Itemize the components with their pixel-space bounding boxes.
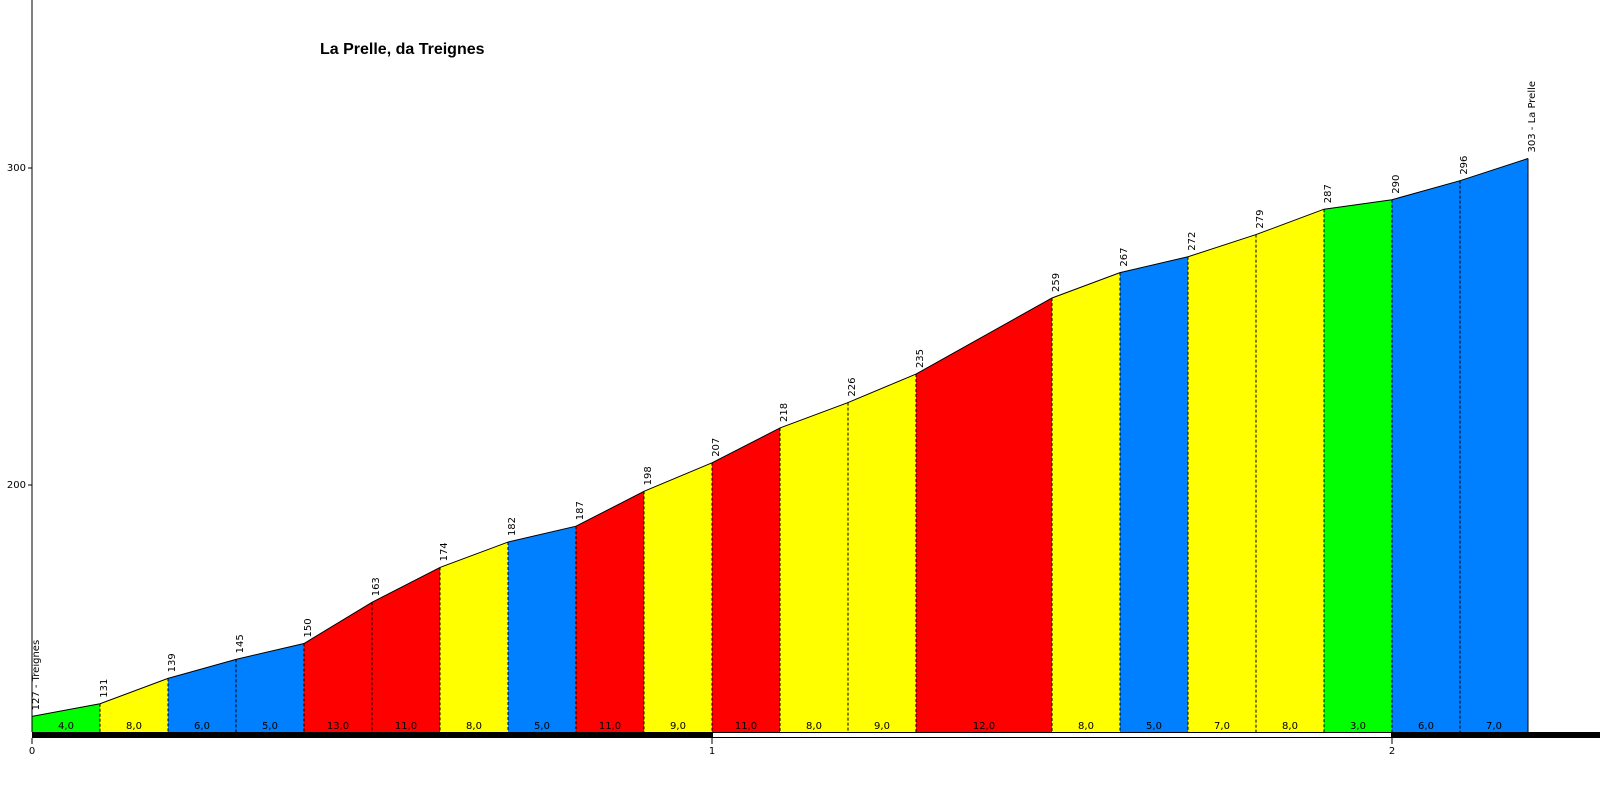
elevation-label: 303 - La Prelle	[1527, 81, 1538, 153]
gradient-segment	[1188, 234, 1256, 732]
gradient-segment	[32, 703, 100, 732]
gradient-label: 5,0	[262, 721, 278, 732]
chart-title: La Prelle, da Treignes	[320, 41, 485, 58]
x-tick-label: 2	[1389, 746, 1395, 757]
elevation-label: 182	[507, 517, 518, 536]
x-axis-bar-white	[713, 733, 1391, 737]
y-tick-label: 200	[7, 480, 26, 491]
elevation-label: 272	[1187, 232, 1198, 251]
gradient-segment	[1120, 256, 1188, 732]
gradient-segment	[916, 297, 1052, 732]
gradient-segment	[100, 678, 168, 732]
elevation-label: 139	[167, 653, 178, 672]
elevation-label: 174	[439, 542, 450, 561]
elevation-label: 187	[575, 501, 586, 520]
gradient-segment	[304, 602, 372, 732]
elevation-label: 259	[1051, 273, 1062, 292]
gradient-label: 11,0	[395, 721, 417, 732]
gradient-label: 9,0	[670, 721, 686, 732]
gradient-label: 8,0	[1282, 721, 1298, 732]
elevation-label: 296	[1459, 156, 1470, 175]
gradient-segment	[440, 542, 508, 732]
gradient-segment	[712, 427, 780, 732]
elevation-label: 218	[779, 403, 790, 422]
gradient-segment	[1052, 272, 1120, 732]
elevation-label: 127 - Treignes	[31, 640, 42, 711]
gradient-label: 12,0	[973, 721, 995, 732]
elevation-label: 287	[1323, 184, 1334, 203]
y-tick-label: 300	[7, 163, 26, 174]
x-tick-label: 0	[29, 746, 35, 757]
gradient-segment	[780, 402, 848, 732]
gradient-label: 3,0	[1350, 721, 1366, 732]
gradient-label: 5,0	[534, 721, 550, 732]
gradient-label: 8,0	[1078, 721, 1094, 732]
gradient-label: 13,0	[327, 721, 349, 732]
elevation-label: 290	[1391, 175, 1402, 194]
gradient-segment	[168, 659, 236, 732]
elevation-label: 145	[235, 634, 246, 653]
gradient-label: 8,0	[806, 721, 822, 732]
gradient-label: 6,0	[194, 721, 210, 732]
gradient-segment	[1324, 199, 1392, 732]
elevation-label: 150	[303, 618, 314, 637]
gradient-segment	[1460, 158, 1528, 733]
gradient-label: 8,0	[466, 721, 482, 732]
elevation-label: 131	[99, 679, 110, 698]
gradient-segment	[644, 462, 712, 732]
elevation-label: 279	[1255, 209, 1266, 228]
elevation-label: 226	[847, 377, 858, 396]
elevation-label: 235	[915, 349, 926, 368]
gradient-label: 11,0	[735, 721, 757, 732]
gradient-segment	[236, 643, 304, 732]
elevation-label: 267	[1119, 248, 1130, 267]
elevation-label: 207	[711, 438, 722, 457]
gradient-segment	[848, 374, 916, 732]
gradient-label: 7,0	[1486, 721, 1502, 732]
gradient-segment	[508, 526, 576, 732]
gradient-label: 7,0	[1214, 721, 1230, 732]
gradient-segment	[1392, 180, 1460, 732]
elevation-label: 163	[371, 577, 382, 596]
gradient-segment	[372, 567, 440, 732]
profile-line	[31, 158, 1529, 717]
gradient-label: 9,0	[874, 721, 890, 732]
gradient-label: 5,0	[1146, 721, 1162, 732]
elevation-label: 198	[643, 466, 654, 485]
gradient-segment	[1256, 209, 1324, 732]
gradient-label: 4,0	[58, 721, 74, 732]
gradient-label: 6,0	[1418, 721, 1434, 732]
gradient-segment	[576, 491, 644, 732]
x-tick-label: 1	[709, 746, 715, 757]
gradient-label: 8,0	[126, 721, 142, 732]
gradient-label: 11,0	[599, 721, 621, 732]
